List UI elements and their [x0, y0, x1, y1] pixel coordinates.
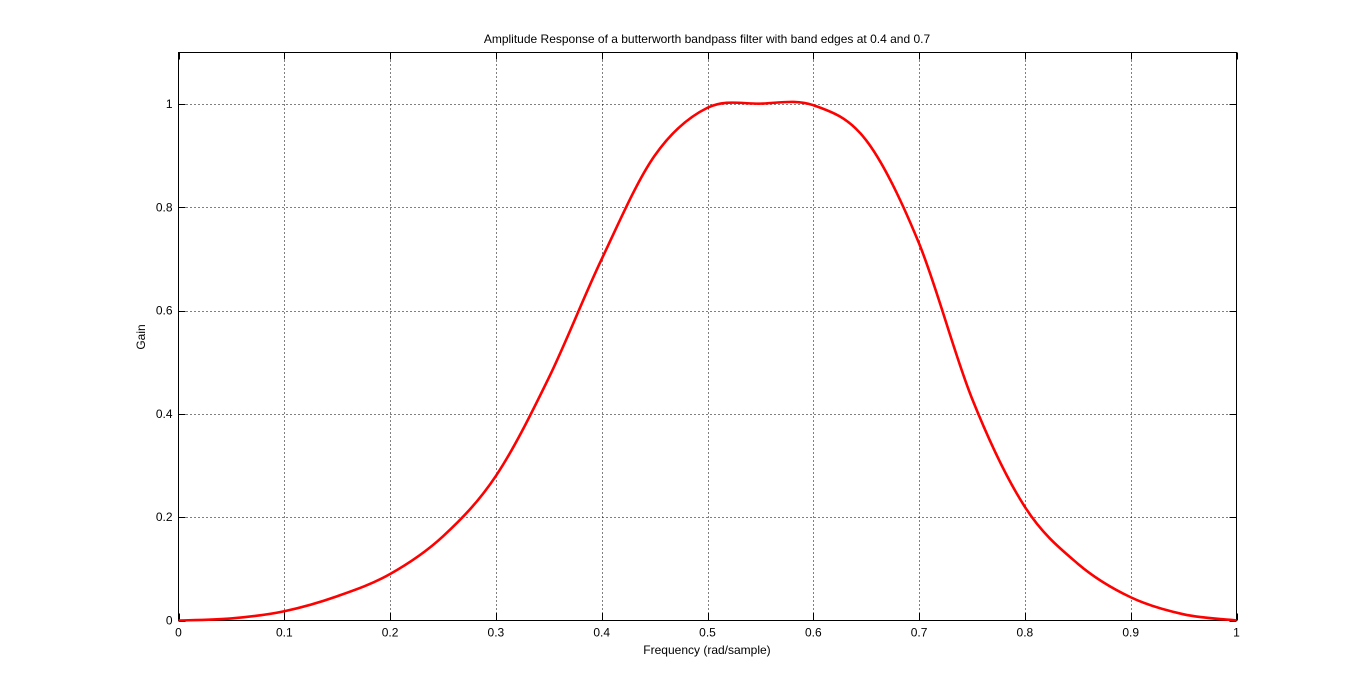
y-tick-label: 0.4: [156, 407, 173, 421]
axes-box: [178, 52, 1237, 621]
x-tick-label: 0.1: [276, 626, 293, 640]
x-axis-label: Frequency (rad/sample): [643, 643, 770, 657]
x-tick-label: 0.2: [382, 626, 399, 640]
y-tick-label: 0.6: [156, 304, 173, 318]
chart-title: Amplitude Response of a butterworth band…: [484, 32, 931, 46]
ticks: [178, 52, 1238, 622]
y-axis-label: Gain: [134, 324, 148, 349]
x-tick-label: 0.6: [805, 626, 822, 640]
y-tick-label: 1: [166, 97, 173, 111]
plot-area: [178, 52, 1238, 622]
x-tick-label: 0.4: [593, 626, 610, 640]
x-tick-label: 0.3: [488, 626, 505, 640]
y-tick-label: 0: [166, 614, 173, 628]
x-tick-label: 1: [1233, 626, 1240, 640]
y-tick-label: 0.2: [156, 510, 173, 524]
y-tick-label: 0.8: [156, 200, 173, 214]
series-group: [178, 100, 1237, 622]
series-line: [178, 100, 1237, 622]
x-tick-label: 0.8: [1017, 626, 1034, 640]
x-tick-label: 0: [175, 626, 182, 640]
x-tick-label: 0.7: [911, 626, 928, 640]
x-tick-label: 0.5: [699, 626, 716, 640]
grid: [178, 52, 1237, 621]
tick-labels: 0 0.1 0.2 0.3 0.4 0.5 0.6 0.7 0.8 0.9 1 0 0.2 0.4 0.6 0…: [156, 97, 1240, 639]
x-tick-label: 0.9: [1122, 626, 1139, 640]
